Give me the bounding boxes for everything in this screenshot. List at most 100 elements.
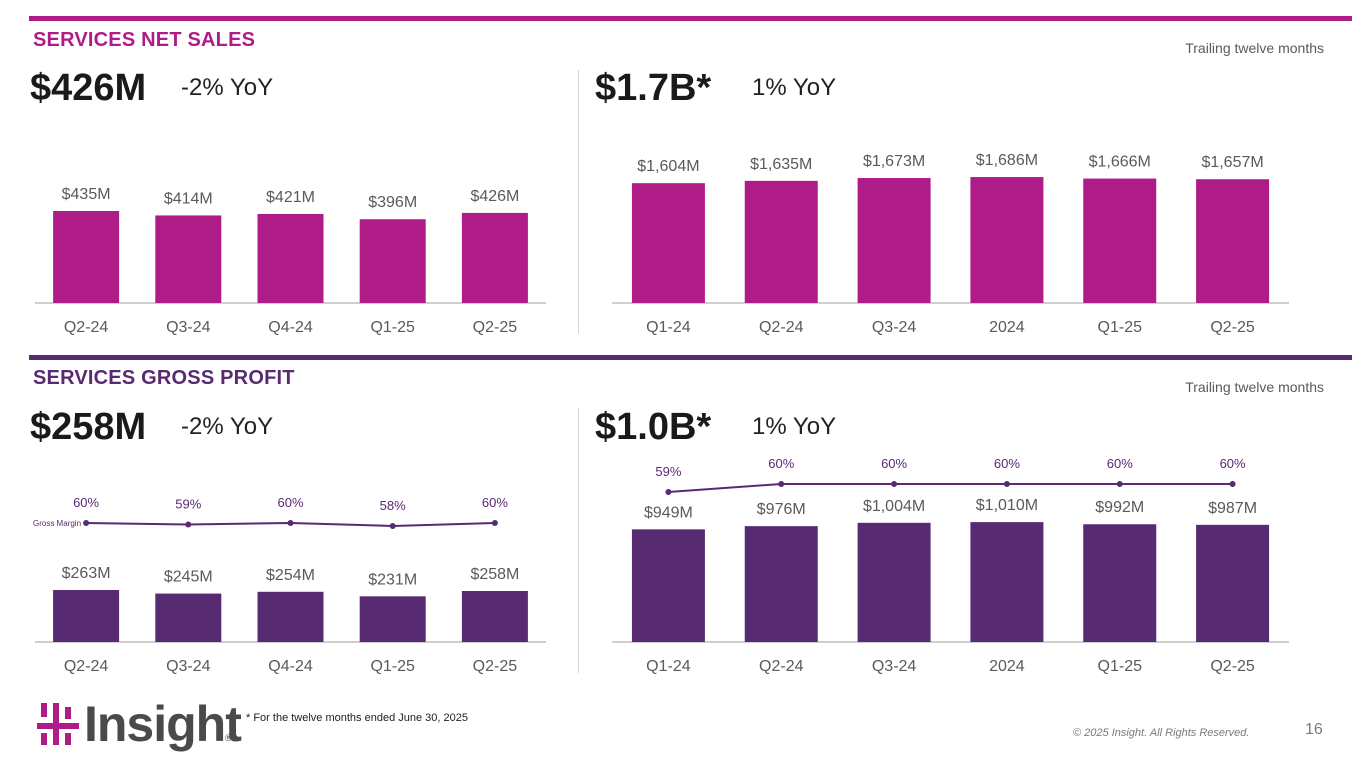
sales_ttm-bar-5: [1196, 179, 1270, 303]
sales-quarter-headline: $426M: [30, 67, 147, 109]
profit_quarterly-margin-label-1: 59%: [175, 497, 201, 512]
profit_ttm-margin-point-5: [1229, 481, 1236, 487]
profit_ttm-bar-1: [744, 526, 818, 642]
profit_ttm-margin-label-4: 60%: [1107, 456, 1133, 471]
profit_ttm-margin-label-3: 60%: [994, 456, 1020, 471]
profit_ttm-bar-4: [1083, 524, 1157, 642]
sales_quarterly-data-label-2: $421M: [266, 189, 315, 206]
profit-ttm-headline: $1.0B*: [595, 406, 712, 448]
profit_quarterly-bar-1: [155, 593, 222, 642]
sales_quarterly-tick-label-0: Q2-24: [64, 319, 109, 336]
profit_quarterly-margin-point-2: [287, 520, 294, 526]
sales_ttm-data-label-0: $1,604M: [637, 158, 699, 175]
insight-logo-text: Insight: [84, 696, 242, 752]
profit-quarter-yoy: -2% YoY: [181, 413, 274, 440]
profit_ttm-data-label-0: $949M: [644, 504, 693, 521]
sales-quarter-yoy: -2% YoY: [181, 74, 274, 101]
sales_quarterly-bar-1: [155, 215, 222, 303]
sales_ttm-bar-2: [857, 178, 931, 303]
profit_quarterly-tick-label-4: Q2-25: [473, 658, 518, 675]
profit_quarterly-bar-4: [461, 590, 528, 642]
sales_ttm-tick-label-4: Q1-25: [1098, 319, 1143, 336]
profit_quarterly-margin-label-3: 58%: [380, 498, 406, 513]
sales_quarterly-data-label-0: $435M: [62, 186, 111, 203]
profit_quarterly-bar-2: [257, 591, 324, 642]
profit_ttm-margin-label-0: 59%: [655, 464, 681, 479]
profit-quarter-headline: $258M: [30, 406, 147, 448]
sales_ttm-bar-4: [1083, 178, 1157, 303]
profit_ttm-margin-point-2: [891, 481, 898, 487]
profit_ttm-margin-label-2: 60%: [881, 456, 907, 471]
profit_quarterly-margin-label-2: 60%: [277, 495, 303, 510]
sales-ttm-headline: $1.7B*: [595, 67, 712, 109]
profit_ttm-margin-label-1: 60%: [768, 456, 794, 471]
profit-divider: [578, 408, 579, 673]
profit_ttm-margin-line: [668, 483, 1233, 493]
profit_ttm-data-label-5: $987M: [1208, 500, 1257, 517]
sales-ttm-yoy: 1% YoY: [752, 74, 837, 101]
profit_quarterly-margin-label-0: 60%: [73, 495, 99, 510]
sales_ttm-bar-3: [970, 177, 1044, 303]
sales-ttm-label: Trailing twelve months: [1185, 40, 1324, 56]
sales_quarterly-bar-0: [53, 210, 120, 303]
profit-ttm-yoy: 1% YoY: [752, 413, 837, 440]
sales_quarterly-tick-label-2: Q4-24: [268, 319, 313, 336]
footnote: * For the twelve months ended June 30, 2…: [246, 712, 468, 724]
insight-logo-icon: [37, 703, 79, 745]
profit_ttm-margin-point-3: [1003, 481, 1010, 487]
sales_ttm-bar-1: [744, 180, 818, 303]
profit_ttm-bar-0: [631, 529, 705, 642]
profit_ttm-bar-5: [1196, 524, 1270, 642]
profit_quarterly-data-label-4: $258M: [470, 566, 519, 583]
insight-logo-mark: ®: [225, 733, 232, 743]
profit_ttm-data-label-3: $1,010M: [976, 497, 1038, 514]
sales_ttm-data-label-2: $1,673M: [863, 153, 925, 170]
profit_quarterly-tick-label-1: Q3-24: [166, 658, 211, 675]
profit-section-title: SERVICES GROSS PROFIT: [33, 367, 295, 389]
sales_ttm-data-label-3: $1,686M: [976, 152, 1038, 169]
sales_ttm-tick-label-5: Q2-25: [1210, 319, 1255, 336]
profit_quarterly-margin-point-4: [491, 520, 498, 526]
profit_quarterly-bar-3: [359, 596, 426, 642]
profit_ttm-margin-point-1: [778, 481, 785, 487]
sales_ttm-bar-0: [631, 183, 705, 303]
profit_ttm-bar-3: [970, 522, 1044, 642]
profit_quarterly-data-label-0: $263M: [62, 565, 111, 582]
profit_ttm-bar-2: [857, 522, 931, 642]
profit_quarterly-data-label-3: $231M: [368, 571, 417, 588]
profit_ttm-tick-label-4: Q1-25: [1098, 658, 1143, 675]
sales_quarterly-bar-4: [461, 212, 528, 303]
sales-section-title: SERVICES NET SALES: [33, 29, 256, 51]
sales_ttm-tick-label-1: Q2-24: [759, 319, 804, 336]
profit_quarterly-data-label-2: $254M: [266, 567, 315, 584]
profit_quarterly-margin-point-3: [389, 523, 396, 529]
profit_ttm-data-label-2: $1,004M: [863, 498, 925, 515]
profit_ttm-tick-label-5: Q2-25: [1210, 658, 1255, 675]
profit_quarterly-bar-0: [53, 590, 120, 642]
sales_ttm-tick-label-2: Q3-24: [872, 319, 917, 336]
sales_quarterly-data-label-3: $396M: [368, 194, 417, 211]
profit_quarterly-margin-point-0: [83, 520, 90, 526]
profit_ttm-margin-point-4: [1116, 481, 1123, 487]
profit_quarterly-tick-label-0: Q2-24: [64, 658, 109, 675]
sales_ttm-data-label-1: $1,635M: [750, 156, 812, 173]
profit-section-rule: [29, 355, 1352, 360]
sales_ttm-tick-label-3: 2024: [989, 319, 1025, 336]
sales_quarterly-bar-2: [257, 213, 324, 303]
profit_ttm-margin-point-0: [665, 489, 672, 495]
profit_ttm-data-label-4: $992M: [1095, 499, 1144, 516]
sales_ttm-data-label-4: $1,666M: [1089, 154, 1151, 171]
page-number: 16: [1305, 721, 1323, 738]
profit_quarterly-margin-series-label: Gross Margin: [33, 519, 81, 528]
profit_ttm-tick-label-1: Q2-24: [759, 658, 804, 675]
sales-section-rule: [29, 16, 1352, 21]
sales_ttm-data-label-5: $1,657M: [1201, 154, 1263, 171]
profit_quarterly-margin-label-4: 60%: [482, 495, 508, 510]
sales-divider: [578, 70, 579, 334]
profit_quarterly-tick-label-3: Q1-25: [370, 658, 415, 675]
sales_quarterly-tick-label-4: Q2-25: [473, 319, 518, 336]
profit_ttm-tick-label-0: Q1-24: [646, 658, 691, 675]
copyright: © 2025 Insight. All Rights Reserved.: [1073, 727, 1250, 739]
profit_quarterly-data-label-1: $245M: [164, 569, 213, 586]
